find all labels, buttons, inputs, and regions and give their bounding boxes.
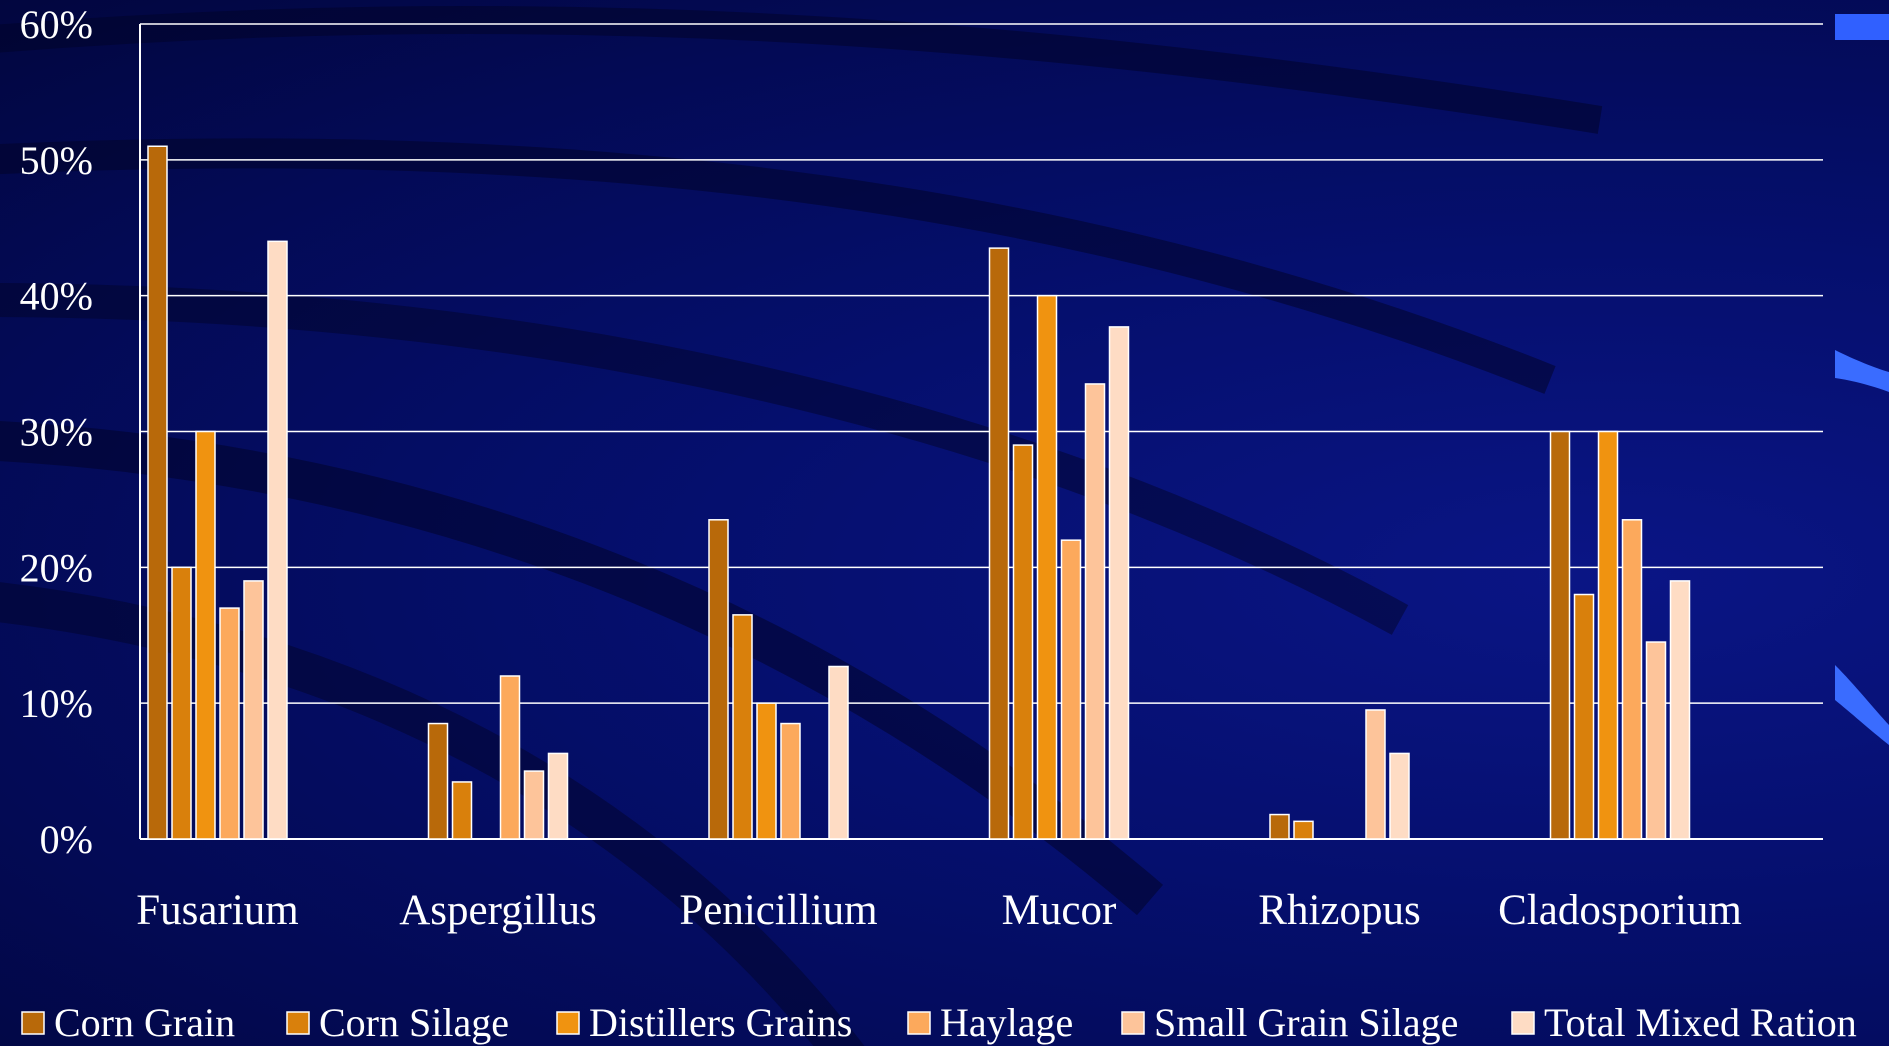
bar [1060,539,1082,840]
bar [1389,752,1410,840]
y-tick-label: 30% [20,410,93,455]
legend-label: Corn Grain [54,1000,235,1045]
bar [732,614,753,840]
bar [147,145,168,840]
y-tick-label: 20% [20,545,93,590]
bar [1365,709,1386,840]
bar [171,566,192,840]
bar [756,702,777,840]
bar [523,770,545,840]
legend-swatch [907,1011,931,1035]
bar [780,722,801,840]
bar [451,781,473,840]
bar [1597,430,1619,840]
legend-label: Total Mixed Ration [1544,1000,1857,1045]
bar [1084,383,1106,840]
bar [1269,813,1290,840]
legend-label: Corn Silage [319,1000,509,1045]
bar [195,430,216,840]
y-tick-label: 10% [20,681,93,726]
bar [1012,444,1034,840]
bar [1621,519,1643,840]
y-tick-label: 0% [40,817,93,862]
legend-label: Distillers Grains [589,1000,852,1045]
bar [219,607,240,840]
bar [1108,326,1130,840]
legend-swatch [1121,1011,1145,1035]
category-label: Rhizopus [1258,887,1420,934]
bar [1293,820,1314,840]
legend-label: Small Grain Silage [1154,1000,1458,1045]
legend-swatch [286,1011,310,1035]
category-label: Mucor [1002,887,1117,934]
bar [243,580,264,840]
category-label: Aspergillus [399,887,597,934]
bar [499,675,521,840]
bars [147,145,1691,840]
bar [1669,580,1691,840]
y-tick-label: 40% [20,274,93,319]
bar [1036,294,1058,840]
bar [267,240,288,840]
legend-swatch [21,1011,45,1035]
bar [1549,430,1571,840]
legend-label: Haylage [940,1000,1073,1045]
bar [828,665,849,840]
category-label: Fusarium [136,887,298,934]
y-tick-label: 60% [20,2,93,47]
legend: Corn Grain Corn Silage Distillers Grains Ha… [21,1000,1857,1045]
gridlines [139,23,1823,840]
bar [547,752,569,840]
y-tick-label: 50% [20,138,93,183]
category-label: Penicillium [679,887,877,934]
bar [988,247,1010,840]
legend-swatch [1511,1011,1535,1035]
y-axis-ticks: 0% 10% 20% 30% 40% 50% 60% [20,2,93,862]
category-labels: Fusarium Aspergillus Penicillium Mucor Rhizo… [136,887,1742,934]
legend-swatch [556,1011,580,1035]
bar [1573,593,1595,840]
category-label: Cladosporium [1498,887,1742,934]
bar [708,519,729,840]
bar [427,722,449,840]
bar [1645,641,1667,840]
